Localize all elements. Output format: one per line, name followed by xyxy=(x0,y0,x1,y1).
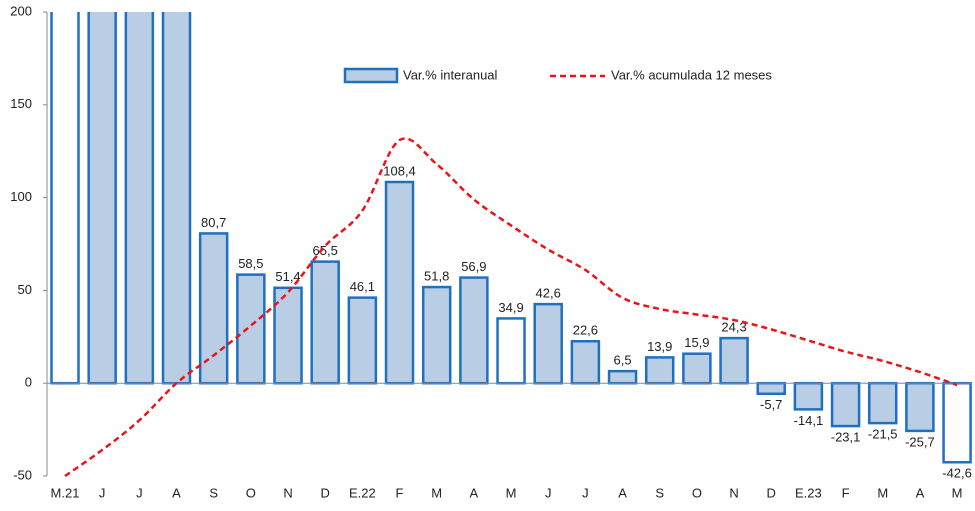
x-tick-label: O xyxy=(246,485,256,500)
bar xyxy=(198,232,229,385)
bar xyxy=(310,260,340,385)
data-label: 13,9 xyxy=(647,339,672,354)
data-label: 56,9 xyxy=(461,259,486,274)
bar xyxy=(384,180,415,385)
bar xyxy=(496,317,526,385)
data-label: 24,3 xyxy=(721,320,746,335)
foreground: -50 0 50 100 150 200 M.21 J J A S O N D E.22 F M A M J J A S O N… xyxy=(10,3,972,500)
x-tick-label: D xyxy=(767,485,776,500)
x-tick-label: N xyxy=(283,485,292,500)
y-tick-label: 200 xyxy=(10,3,32,18)
y-tick-label: 150 xyxy=(10,96,32,111)
x-tick-label: F xyxy=(842,485,850,500)
bar xyxy=(161,12,192,385)
x-tick-label: M xyxy=(506,485,517,500)
data-label: 51,8 xyxy=(424,268,449,283)
y-tick-label: 100 xyxy=(10,189,32,204)
x-tick-label: M xyxy=(877,485,888,500)
bar xyxy=(756,381,786,396)
data-label: -5,7 xyxy=(760,397,782,412)
data-label: 80,7 xyxy=(201,215,226,230)
y-tick-label: -50 xyxy=(13,467,32,482)
x-tick-label: A xyxy=(916,485,925,500)
bar xyxy=(942,381,972,464)
x-tick-label: A xyxy=(470,485,479,500)
x-tick-label: E.23 xyxy=(795,485,822,500)
bar xyxy=(533,302,563,385)
y-tick-label: 0 xyxy=(25,375,32,390)
x-tick-label: J xyxy=(582,485,589,500)
data-label: 58,5 xyxy=(238,256,263,271)
legend: Var.% interanual Var.% acumulada 12 mese… xyxy=(343,67,772,84)
bar xyxy=(421,285,452,385)
data-label: -21,5 xyxy=(868,427,898,442)
bars xyxy=(50,12,972,464)
bar xyxy=(50,12,80,385)
data-label: -23,1 xyxy=(831,430,861,445)
bar xyxy=(867,381,898,425)
legend-swatch-bar xyxy=(343,67,399,84)
bar xyxy=(905,381,935,433)
data-label: 22,6 xyxy=(573,323,598,338)
x-tick-label: J xyxy=(99,485,106,500)
bar xyxy=(830,381,861,428)
bar xyxy=(570,340,601,385)
bar xyxy=(607,369,638,385)
data-label: 51,4 xyxy=(275,269,300,284)
x-tick-label: J xyxy=(136,485,143,500)
x-tick-label: A xyxy=(172,485,181,500)
data-label: 46,1 xyxy=(350,279,375,294)
bar xyxy=(682,352,712,385)
x-tick-label: M xyxy=(431,485,442,500)
x-tick-label: N xyxy=(729,485,738,500)
y-tick-label: 50 xyxy=(18,282,32,297)
x-tick-label: F xyxy=(396,485,404,500)
x-tick-label: O xyxy=(692,485,702,500)
data-label: -25,7 xyxy=(905,434,935,449)
x-tick-label: S xyxy=(655,485,664,500)
bar xyxy=(87,12,117,385)
data-label: 34,9 xyxy=(498,300,523,315)
data-label: 65,5 xyxy=(313,243,338,258)
bar xyxy=(644,356,675,385)
x-tick-label: A xyxy=(618,485,627,500)
bar xyxy=(719,336,749,385)
x-tick-label: S xyxy=(209,485,218,500)
bar xyxy=(793,381,824,411)
data-label: 6,5 xyxy=(614,353,632,368)
x-tick-label: E.22 xyxy=(349,485,376,500)
bar xyxy=(459,276,489,385)
data-label: 108,4 xyxy=(383,163,416,178)
x-tick-label: M.21 xyxy=(51,485,80,500)
legend-label: Var.% acumulada 12 meses xyxy=(611,67,772,82)
x-tick-label: J xyxy=(545,485,552,500)
data-label: 42,6 xyxy=(536,286,561,301)
data-label: -14,1 xyxy=(794,413,824,428)
data-label: 15,9 xyxy=(684,335,709,350)
legend-label: Var.% interanual xyxy=(403,67,498,82)
bar xyxy=(236,273,266,385)
x-tick-label: D xyxy=(320,485,329,500)
x-tick-label: M xyxy=(952,485,963,500)
data-label: -42,6 xyxy=(942,466,972,481)
bar xyxy=(124,12,155,385)
line xyxy=(64,137,958,478)
bar xyxy=(347,296,378,385)
